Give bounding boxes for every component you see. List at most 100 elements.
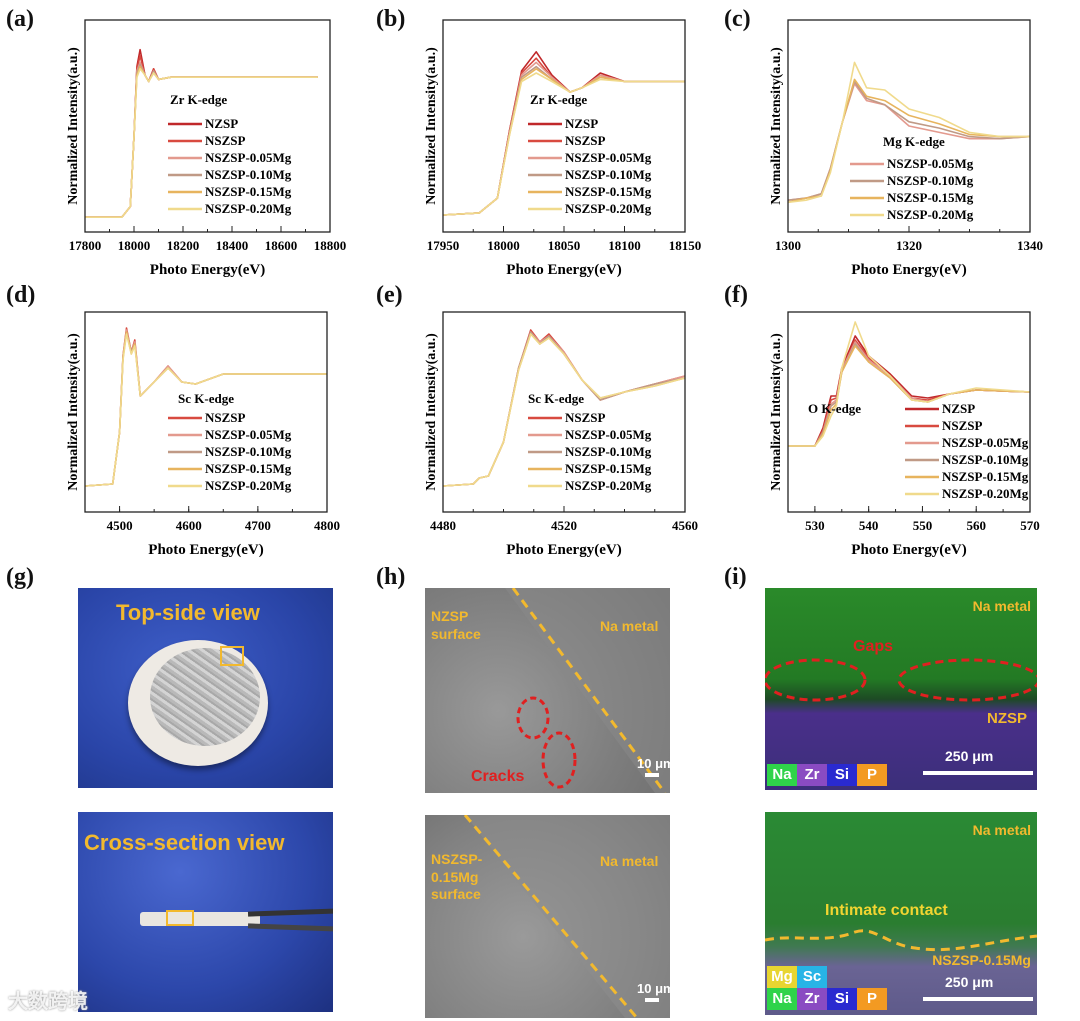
tweezers: [247, 908, 333, 917]
x-tick-label: 4600: [176, 518, 202, 533]
watermark-logo: 大数跨境: [8, 989, 88, 1013]
chart-c: 1300 1320 1340 Photo Energy(eV) Normalized I…: [769, 19, 1043, 278]
legend-entry: NSZSP: [942, 418, 983, 433]
y-axis-label: Normalized Intensity(a.u.): [424, 333, 439, 491]
x-axis-label: Photo Energy(eV): [506, 542, 621, 558]
legend-entry: NSZSP-0.15Mg: [205, 184, 292, 199]
crack-marker: [516, 696, 550, 740]
legend-entry: NZSP: [205, 116, 238, 131]
na-metal-label: Na metal: [600, 853, 659, 869]
highlight-box: [166, 910, 194, 926]
panel-label-b: (b): [376, 6, 406, 32]
surface-label: NSZSP- 0.15Mg surface: [431, 851, 483, 902]
legend-entry: NSZSP: [205, 133, 246, 148]
x-tick-label: 18100: [608, 238, 641, 253]
plot-frame: [787, 311, 1031, 513]
legend: Sc K-edge NSZSP NSZSP-0.05Mg NSZSP-0.10Mg NS…: [168, 391, 292, 493]
legend-entry: NSZSP-0.20Mg: [942, 486, 1029, 501]
legend-entry: NSZSP: [205, 410, 246, 425]
legend-entry: NSZSP-0.10Mg: [887, 173, 974, 188]
x-tick-label: 18400: [216, 238, 249, 253]
legend-entry: NSZSP-0.05Mg: [205, 150, 292, 165]
x-tick-label: 1300: [775, 238, 801, 253]
photo-cross-section-view: Cross-section view: [78, 812, 333, 1012]
scale-label: 10 μm: [637, 756, 670, 771]
photo-caption: Cross-section view: [84, 830, 285, 855]
panel-label-e: (e): [376, 282, 403, 308]
legend-title: Sc K-edge: [528, 391, 584, 406]
panel-label-h: (h): [376, 564, 406, 590]
legend-zr: Zr: [797, 764, 827, 786]
legend-entry: NSZSP-0.10Mg: [565, 444, 652, 459]
legend-title: Mg K-edge: [883, 134, 945, 149]
x-tick-label: 18200: [167, 238, 200, 253]
na-metal-label: Na metal: [972, 598, 1031, 614]
gap-marker: [765, 658, 867, 702]
legend-entry: NSZSP: [565, 133, 606, 148]
sample-label: NZSP: [986, 710, 1027, 727]
legend-na: Na: [767, 988, 797, 1010]
panel-label-g: (g): [6, 564, 34, 590]
sem-nzsp: NZSP surface Na metal Cracks 10 μm: [425, 588, 670, 793]
eds-map-nszsp-015mg: Na metal Intimate contact NSZSP-0.15Mg M…: [765, 812, 1037, 1015]
tweezers: [247, 923, 333, 932]
legend-entry: NSZSP-0.05Mg: [565, 150, 652, 165]
legend-p: P: [857, 988, 887, 1010]
legend-title: Zr K-edge: [530, 92, 587, 107]
x-tick-label: 4800: [314, 518, 340, 533]
x-axis-label: Photo Energy(eV): [150, 262, 265, 278]
element-legend: Na Zr Si P: [767, 764, 887, 786]
legend-na: Na: [767, 764, 797, 786]
legend-entry: NSZSP-0.15Mg: [205, 461, 292, 476]
x-tick-label: 18600: [265, 238, 298, 253]
gaps-label: Gaps: [853, 638, 894, 655]
y-axis-label: Normalized Intensity(a.u.): [424, 47, 439, 205]
legend-entry: NSZSP-0.15Mg: [565, 184, 652, 199]
x-tick-label: 18000: [487, 238, 520, 253]
pellet-side: [140, 912, 260, 926]
legend-entry: NSZSP-0.20Mg: [887, 207, 974, 222]
legend-zr: Zr: [797, 988, 827, 1010]
legend-entry: NSZSP: [565, 410, 606, 425]
y-axis-label: Normalized Intensity(a.u.): [769, 47, 784, 205]
x-tick-label: 4520: [551, 518, 577, 533]
x-tick-label: 1320: [896, 238, 922, 253]
photo-top-side-view: Top-side view: [78, 588, 333, 788]
x-tick-label: 540: [859, 518, 879, 533]
x-tick-label: 550: [913, 518, 933, 533]
interface-line: [765, 929, 1037, 952]
y-axis-label: Normalized Intensity(a.u.): [66, 47, 81, 205]
x-axis-label: Photo Energy(eV): [148, 542, 263, 558]
panel-label-i: (i): [724, 564, 747, 590]
legend-entry: NZSP: [942, 401, 975, 416]
legend-entry: NSZSP-0.05Mg: [565, 427, 652, 442]
chart-a: 17800 18000 18200 18400 18600 18800 Photo Ener…: [66, 19, 346, 278]
legend-entry: NSZSP-0.20Mg: [205, 201, 292, 216]
x-tick-label: 1340: [1017, 238, 1043, 253]
photo-caption: Top-side view: [116, 600, 260, 625]
scale-label: 10 μm: [637, 981, 670, 996]
chart-d: 4500 4600 4700 4800 Photo Energy(eV) Normaliz…: [66, 311, 340, 558]
legend-entry: NSZSP-0.15Mg: [942, 469, 1029, 484]
series-line: [787, 61, 1030, 204]
series-line: [84, 333, 327, 487]
legend: Zr K-edge NZSP NSZSP NSZSP-0.05Mg NSZSP-0.10…: [168, 92, 292, 216]
eds-map-nzsp: Na metal Gaps NZSP Na Zr Si P 250 μm: [765, 588, 1037, 790]
legend-entry: NSZSP-0.10Mg: [205, 167, 292, 182]
legend: Zr K-edge NZSP NSZSP NSZSP-0.05Mg NSZSP-0.10…: [528, 92, 652, 216]
chart-f: 530 540 550 560 570 Photo Energy(eV) Normalize…: [769, 311, 1040, 558]
panel-label-a: (a): [6, 6, 34, 32]
legend-si: Si: [827, 764, 857, 786]
panel-label-c: (c): [724, 6, 751, 32]
legend-entry: NSZSP-0.10Mg: [942, 452, 1029, 467]
x-tick-label: 4480: [430, 518, 456, 533]
legend-title: O K-edge: [808, 401, 861, 416]
x-tick-label: 17950: [427, 238, 460, 253]
legend-entry: NSZSP-0.10Mg: [565, 167, 652, 182]
scale-label: 250 μm: [945, 974, 994, 990]
x-tick-label: 570: [1020, 518, 1040, 533]
legend-title: Sc K-edge: [178, 391, 234, 406]
legend-mg: Mg: [767, 966, 797, 988]
x-tick-label: 4700: [245, 518, 271, 533]
legend: O K-edge NZSP NSZSP NSZSP-0.05Mg NSZSP-0.10M…: [808, 401, 1029, 501]
